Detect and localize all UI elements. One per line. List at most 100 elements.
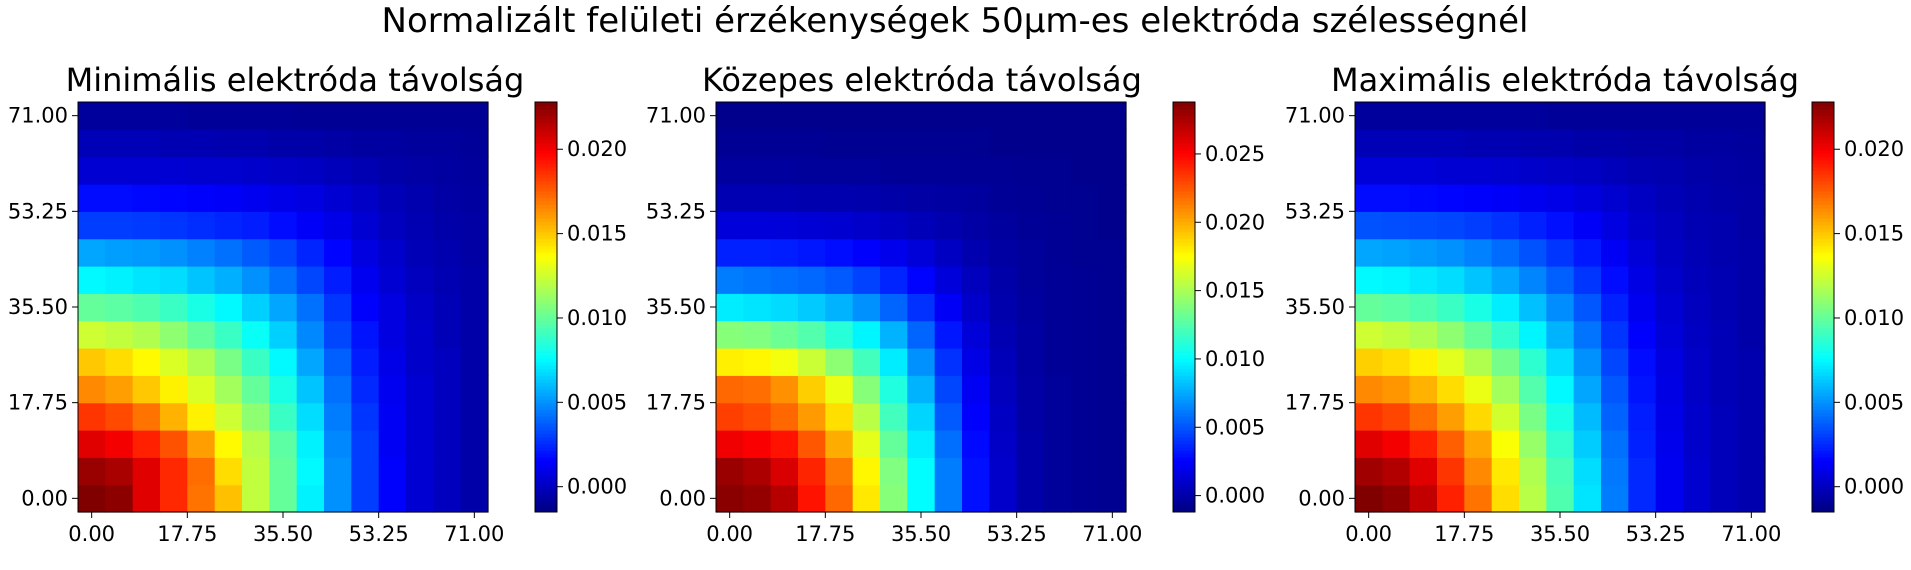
heatmap-cell xyxy=(1016,211,1045,240)
heatmap-cell xyxy=(378,320,407,349)
heatmap-cell xyxy=(1573,375,1602,404)
heatmap-cell xyxy=(1044,266,1072,294)
heatmap-cell xyxy=(1628,102,1657,130)
heatmap-cell xyxy=(1601,348,1629,376)
heatmap-cell xyxy=(1655,266,1684,294)
heatmap-cell xyxy=(934,238,963,267)
heatmap-cell xyxy=(1382,102,1411,130)
heatmap-cell xyxy=(269,129,298,158)
y-tick-label: 17.75 xyxy=(1285,391,1345,415)
colorbar-segment xyxy=(1173,289,1195,294)
heatmap-cell xyxy=(743,457,772,486)
colorbar-segment xyxy=(1173,166,1195,171)
heatmap-cell xyxy=(433,375,462,404)
colorbar-segment xyxy=(1173,447,1195,451)
heatmap-cell xyxy=(907,375,936,404)
heatmap-cell xyxy=(324,402,352,431)
colorbar-segment xyxy=(535,371,557,376)
colorbar-segment xyxy=(1173,266,1195,270)
heatmap-cell xyxy=(880,430,908,458)
colorbar-segment xyxy=(535,225,557,229)
heatmap-cell xyxy=(78,320,106,349)
heatmap-cell xyxy=(1016,484,1045,513)
colorbar-segment xyxy=(1173,481,1195,486)
colorbar-segment xyxy=(535,440,557,445)
colorbar-segment xyxy=(1173,320,1195,325)
heatmap-cell xyxy=(1710,184,1739,212)
heatmap-cell xyxy=(1683,184,1711,212)
colorbar-segment xyxy=(1173,430,1195,434)
colorbar-segment xyxy=(1173,423,1195,428)
heatmap-cell xyxy=(716,156,744,185)
colorbar-segment xyxy=(1812,358,1834,363)
heatmap-cell xyxy=(989,320,1018,349)
heatmap-cell xyxy=(378,402,407,431)
heatmap-cell xyxy=(934,430,963,458)
y-tick-label: 0.00 xyxy=(659,486,706,510)
heatmap-cell xyxy=(1355,293,1383,322)
heatmap-cell xyxy=(160,211,188,240)
heatmap-cell xyxy=(852,457,881,486)
colorbar-segment xyxy=(1173,324,1195,328)
heatmap-cell xyxy=(716,102,744,130)
heatmap-cell xyxy=(1355,457,1383,486)
colorbar-segment xyxy=(1812,508,1834,513)
heatmap-cell xyxy=(1573,320,1602,349)
heatmap-cell xyxy=(78,184,106,212)
heatmap-cell xyxy=(934,457,963,486)
heatmap-cell xyxy=(105,184,134,212)
heatmap-cell xyxy=(378,156,407,185)
heatmap-cell xyxy=(770,293,799,322)
colorbar-segment xyxy=(1173,406,1195,410)
heatmap-cell xyxy=(989,102,1018,130)
heatmap-cell xyxy=(1655,457,1684,486)
x-tick-label: 0.00 xyxy=(68,522,115,546)
heatmap-cell xyxy=(825,457,854,486)
colorbar-segment xyxy=(1173,453,1195,458)
heatmap-cell xyxy=(1546,184,1575,212)
heatmap-cell xyxy=(907,238,936,267)
heatmap-cell xyxy=(989,457,1018,486)
heatmap-cell xyxy=(798,320,826,349)
heatmap-cell xyxy=(1628,184,1657,212)
heatmap-cell xyxy=(351,184,380,212)
heatmap-cell xyxy=(989,484,1018,513)
colorbar-segment xyxy=(1812,143,1834,147)
colorbar-segment xyxy=(535,207,557,212)
heatmap-cell xyxy=(1098,348,1127,376)
heatmap-cell xyxy=(743,266,772,294)
colorbar-segment xyxy=(1173,313,1195,318)
heatmap-cell xyxy=(1437,293,1465,322)
colorbar-segment xyxy=(1173,105,1195,110)
heatmap-cell xyxy=(1601,402,1629,431)
heatmap-cell xyxy=(1437,102,1465,130)
heatmap-cell xyxy=(1071,156,1100,185)
heatmap-cell xyxy=(989,211,1018,240)
heatmap-cell xyxy=(1044,484,1072,513)
heatmap-cell xyxy=(1491,129,1520,158)
heatmap-cell xyxy=(716,402,744,431)
heatmap-cell xyxy=(1491,184,1520,212)
heatmap-cell xyxy=(989,375,1018,404)
colorbar-segment xyxy=(1812,498,1834,503)
heatmap-cell xyxy=(743,320,772,349)
heatmap-cell xyxy=(743,129,772,158)
colorbar-segment xyxy=(1173,102,1195,106)
heatmap-cell xyxy=(1044,156,1072,185)
colorbar-segment xyxy=(535,166,557,171)
heatmap-cell xyxy=(1710,457,1739,486)
heatmap-cell xyxy=(1437,238,1465,267)
heatmap-cell xyxy=(460,457,489,486)
colorbar-segment xyxy=(1812,136,1834,141)
heatmap-cell xyxy=(1071,293,1100,322)
colorbar-segment xyxy=(1812,228,1834,233)
colorbar-segment xyxy=(1812,218,1834,223)
heatmap-cell xyxy=(269,184,298,212)
colorbar-segment xyxy=(535,488,557,492)
heatmap-cell xyxy=(716,129,744,158)
heatmap-cell xyxy=(1071,430,1100,458)
heatmap-cell xyxy=(296,375,325,404)
colorbar-segment xyxy=(535,146,557,151)
colorbar-segment xyxy=(535,327,557,332)
heatmap-cell xyxy=(1601,238,1629,267)
